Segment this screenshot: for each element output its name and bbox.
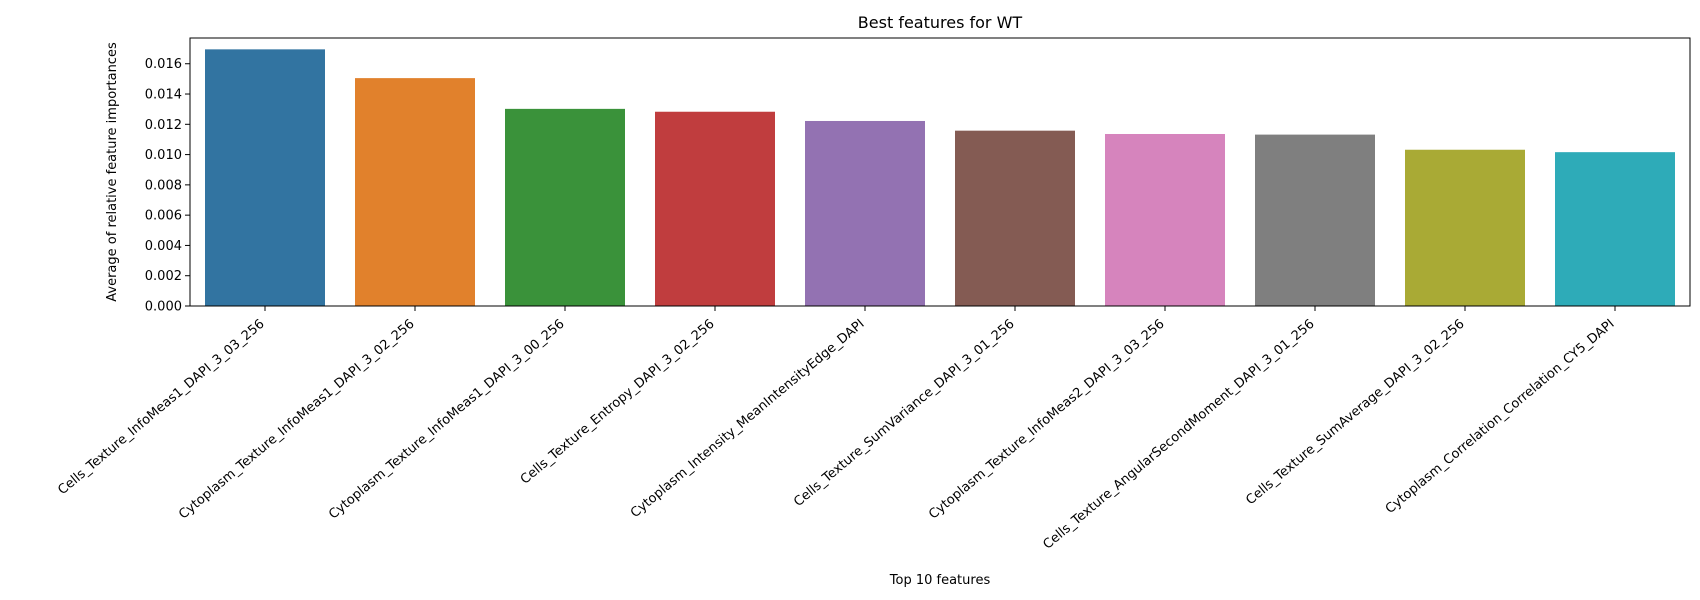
- bar: [955, 130, 1075, 306]
- y-tick-label: 0.014: [145, 88, 182, 103]
- bar: [355, 78, 475, 306]
- bar: [1105, 133, 1225, 306]
- x-axis-title: Top 10 features: [889, 573, 991, 588]
- x-tick-label: Cytoplasm_Texture_InfoMeas2_DAPI_3_03_25…: [926, 317, 1167, 523]
- y-tick-label: 0.016: [145, 57, 182, 72]
- y-tick-label: 0.002: [145, 269, 182, 284]
- y-tick-label: 0.004: [145, 239, 182, 254]
- plot-frame: [189, 37, 1691, 307]
- y-tick-label: 0.000: [145, 300, 182, 315]
- y-tick-label: 0.008: [145, 178, 182, 193]
- x-tick-label: Cytoplasm_Correlation_Correlation_CY5_DA…: [1383, 317, 1618, 517]
- x-tick-label: Cytoplasm_Texture_InfoMeas1_DAPI_3_02_25…: [176, 317, 417, 523]
- bar: [205, 49, 325, 307]
- bar: [1255, 134, 1375, 306]
- bar: [505, 108, 625, 306]
- y-tick-label: 0.012: [145, 118, 182, 133]
- x-tick-label: Cells_Texture_AngularSecondMoment_DAPI_3…: [1040, 317, 1317, 553]
- bars-group: [205, 49, 1675, 307]
- y-axis: 0.000 0.002 0.004 0.006 0.008 0.010 0.012 0.014…: [145, 57, 190, 315]
- bar: [805, 120, 925, 306]
- bar: [1555, 152, 1675, 306]
- x-tick-label: Cytoplasm_Texture_InfoMeas1_DAPI_3_00_25…: [326, 317, 567, 523]
- bar: [1405, 149, 1525, 306]
- x-axis: Cells_Texture_InfoMeas1_DAPI_3_03_256Cyt…: [55, 306, 1618, 553]
- y-tick-label: 0.006: [145, 209, 182, 224]
- y-axis-title: Average of relative feature importances: [105, 42, 120, 302]
- x-tick-label: Cytoplasm_Intensity_MeanIntensityEdge_DA…: [628, 317, 868, 521]
- chart-title: Best features for WT: [858, 13, 1023, 32]
- y-tick-label: 0.010: [145, 148, 182, 163]
- bar: [655, 111, 775, 306]
